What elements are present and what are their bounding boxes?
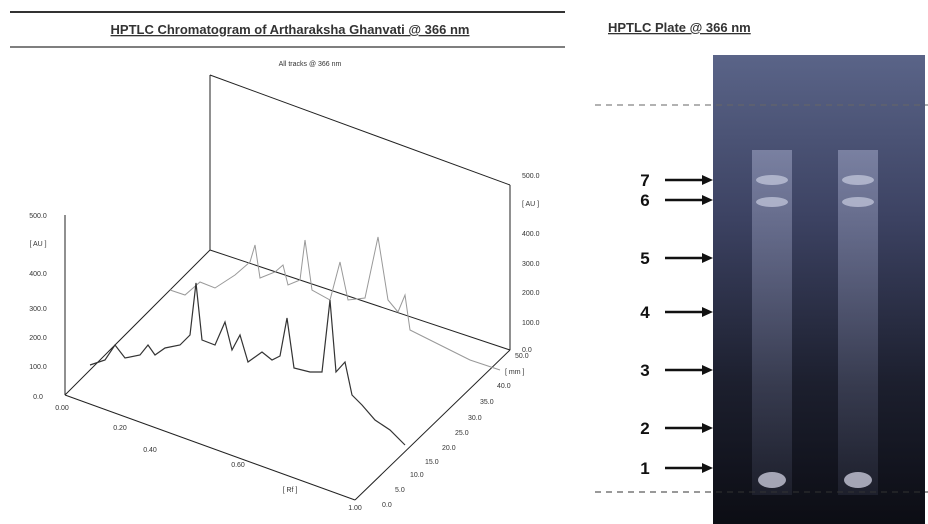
y-axis-label: [ AU ] [29,241,46,248]
arrow-head [702,195,713,205]
x-tick-label: 0.20 [113,425,127,432]
spots [756,175,874,488]
band-label: 1 [640,459,649,478]
track [838,150,878,495]
band-label: 4 [640,303,650,322]
z-tick-label: 10.0 [410,472,424,479]
trace-front [89,282,406,446]
y2-tick-label: 100.0 [522,320,540,327]
track [752,150,792,495]
x-tick-label: 0.60 [231,462,245,469]
y-tick-label: 200.0 [29,335,47,342]
y2-tick-label: 200.0 [522,290,540,297]
arrow-head [702,365,713,375]
z-tick-label: 20.0 [442,445,456,452]
band-label: 5 [640,249,649,268]
y2-tick-label: 0.0 [522,347,532,354]
inner-title: All tracks @ 366 nm [279,61,342,68]
x-tick-label: 0.40 [143,447,157,454]
trace-back [169,236,501,371]
y2-tick-label: 300.0 [522,261,540,268]
y-tick-label: 300.0 [29,306,47,313]
y2-axis-label: [ AU ] [522,201,539,208]
z-tick-label: 15.0 [425,459,439,466]
z-tick-label: 5.0 [395,487,405,494]
band-label: 2 [640,419,649,438]
plate-photo [713,55,925,524]
band-label: 6 [640,191,649,210]
band-label: 7 [640,171,649,190]
z-tick-label: 35.0 [480,399,494,406]
z-tick-label: 30.0 [468,415,482,422]
z-tick-label: 25.0 [455,430,469,437]
x-tick-label: 0.00 [55,405,69,412]
z-tick-label: 50.0 [515,353,529,360]
axes-box [64,74,511,501]
plate-title: HPTLC Plate @ 366 nm [608,20,751,35]
chart-title: HPTLC Chromatogram of Artharaksha Ghanva… [111,22,470,37]
z-tick-label: 40.0 [497,383,511,390]
y2-tick-label: 400.0 [522,231,540,238]
y-tick-label: 100.0 [29,364,47,371]
y-tick-label: 0.0 [33,394,43,401]
arrow-head [702,307,713,317]
arrow-head [702,175,713,185]
z-tick-label: 0.0 [382,502,392,509]
x-axis-label: [ Rf ] [283,487,298,494]
y2-tick-label: 500.0 [522,173,540,180]
y-tick-label: 500.0 [29,213,47,220]
arrow-head [702,253,713,263]
z-axis-label: [ mm ] [505,369,524,376]
band-label: 3 [640,361,649,380]
x-tick-label: 1.00 [348,505,362,512]
y-tick-label: 400.0 [29,271,47,278]
arrow-head [702,423,713,433]
arrow-head [702,463,713,473]
